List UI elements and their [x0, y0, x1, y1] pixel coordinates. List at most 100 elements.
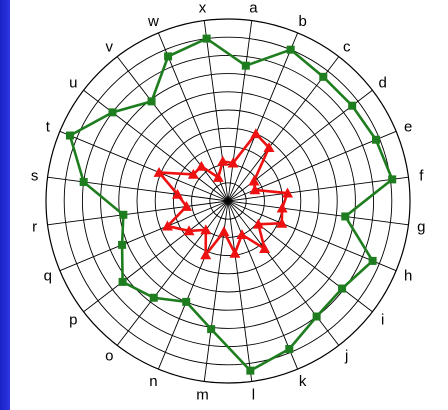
series-2-point-s: [171, 188, 183, 199]
axis-label-u: u: [69, 74, 77, 91]
spoke-k: [227, 200, 299, 370]
axis-label-d: d: [379, 74, 387, 91]
grid-ring: [100, 73, 356, 329]
series-2-point-o: [200, 224, 212, 235]
axis-label-k: k: [299, 373, 307, 390]
series-2-point-v: [195, 160, 207, 171]
series-1-point-n: [182, 297, 191, 306]
axis-label-w: w: [147, 13, 159, 30]
axis-label-j: j: [344, 348, 348, 365]
spoke-v: [116, 56, 229, 202]
window-edge: [0, 0, 10, 410]
spoke-i: [227, 200, 373, 313]
axis-label-x: x: [199, 0, 207, 17]
axis-label-g: g: [417, 218, 425, 235]
radar-grid: [45, 18, 411, 384]
grid-ring: [209, 182, 247, 220]
axis-label-n: n: [149, 373, 157, 390]
axis-label-m: m: [196, 386, 209, 403]
series-2-point-e: [249, 184, 261, 195]
axis-labels: a b c d e f g h i j k l m n o p q r s t u v w x: [31, 0, 426, 403]
spoke-x: [203, 20, 229, 202]
series-1-point-t: [65, 131, 74, 140]
axis-label-o: o: [105, 348, 113, 365]
series-2-point-u: [187, 168, 199, 179]
series-1-point-d: [348, 101, 357, 110]
grid-ring: [136, 109, 320, 293]
radar-series: [65, 34, 397, 375]
axis-label-c: c: [343, 38, 351, 55]
axis-label-p: p: [69, 312, 77, 329]
spoke-g: [227, 200, 409, 226]
series-1-point-q: [118, 240, 127, 249]
series-2-point-r: [181, 200, 192, 211]
axis-label-b: b: [298, 13, 306, 30]
series-1-point-m: [207, 325, 216, 334]
axis-label-v: v: [106, 38, 114, 55]
axis-label-h: h: [404, 268, 412, 285]
series-1-point-v: [147, 97, 156, 106]
axis-label-a: a: [249, 0, 258, 17]
axis-label-r: r: [32, 218, 37, 235]
series-1-point-a: [241, 61, 250, 70]
spoke-q: [59, 200, 229, 272]
axis-label-t: t: [46, 118, 51, 135]
axis-label-e: e: [404, 118, 412, 135]
series-2-point-g: [276, 202, 288, 213]
spoke-w: [157, 32, 229, 202]
grid-ring: [154, 127, 302, 275]
spoke-j: [227, 200, 340, 346]
series-2-point-a: [227, 157, 239, 168]
grid-ring: [63, 36, 393, 366]
series-2-point-m: [218, 226, 230, 237]
series-1-point-g: [341, 212, 350, 221]
series-1-point-f: [388, 175, 397, 184]
series-1-point-l: [246, 366, 255, 375]
axis-label-f: f: [419, 168, 424, 185]
spoke-o: [116, 200, 229, 346]
series-1-point-x: [202, 34, 211, 43]
series-1-point-h: [368, 256, 377, 265]
series-1-point-r: [119, 210, 128, 219]
axis-label-q: q: [44, 268, 52, 285]
chart-frame: a b c d e f g h i j k l m n o p q r s t u v w x: [10, 0, 448, 410]
series-1-point-c: [319, 72, 328, 81]
series-2-point-x: [217, 155, 229, 166]
spoke-u: [83, 89, 229, 202]
series-1-point-p: [118, 277, 127, 286]
series-1-point-s: [79, 178, 88, 186]
radar-chart: a b c d e f g h i j k l m n o p q r s t u v w x: [31, 0, 426, 403]
series-1-point-e: [371, 135, 380, 144]
series-2-point-d: [248, 175, 260, 186]
axis-label-i: i: [381, 312, 384, 329]
series-1-point-w: [164, 52, 173, 61]
spoke-b: [227, 32, 299, 202]
series-2-point-l: [229, 247, 241, 258]
series-2-point-w: [212, 171, 224, 182]
axis-label-l: l: [252, 386, 255, 403]
series-1-point-b: [286, 45, 295, 54]
grid-ring: [172, 145, 284, 257]
spoke-a: [227, 20, 253, 202]
series-1-point-k: [285, 344, 294, 353]
spoke-l: [227, 200, 253, 382]
series-1-point-i: [338, 284, 347, 293]
series-1-point-j: [312, 312, 321, 321]
series-2-point-t: [153, 166, 165, 177]
spoke-t: [59, 130, 229, 202]
spoke-f: [227, 176, 409, 202]
axis-label-s: s: [31, 168, 39, 185]
spoke-r: [47, 200, 229, 226]
series-2-point-q: [161, 220, 173, 231]
series-2-point-b: [250, 128, 262, 139]
series-2-point-j: [259, 243, 271, 254]
spoke-s: [47, 176, 229, 202]
spoke-h: [227, 200, 397, 272]
series-2-point-n: [200, 249, 212, 260]
spoke-p: [83, 200, 229, 313]
series-2-point-h: [276, 217, 288, 228]
series-2-point-c: [263, 142, 275, 152]
grid-ring: [45, 18, 411, 384]
spoke-n: [157, 200, 229, 370]
series-2-point-i: [252, 218, 264, 229]
